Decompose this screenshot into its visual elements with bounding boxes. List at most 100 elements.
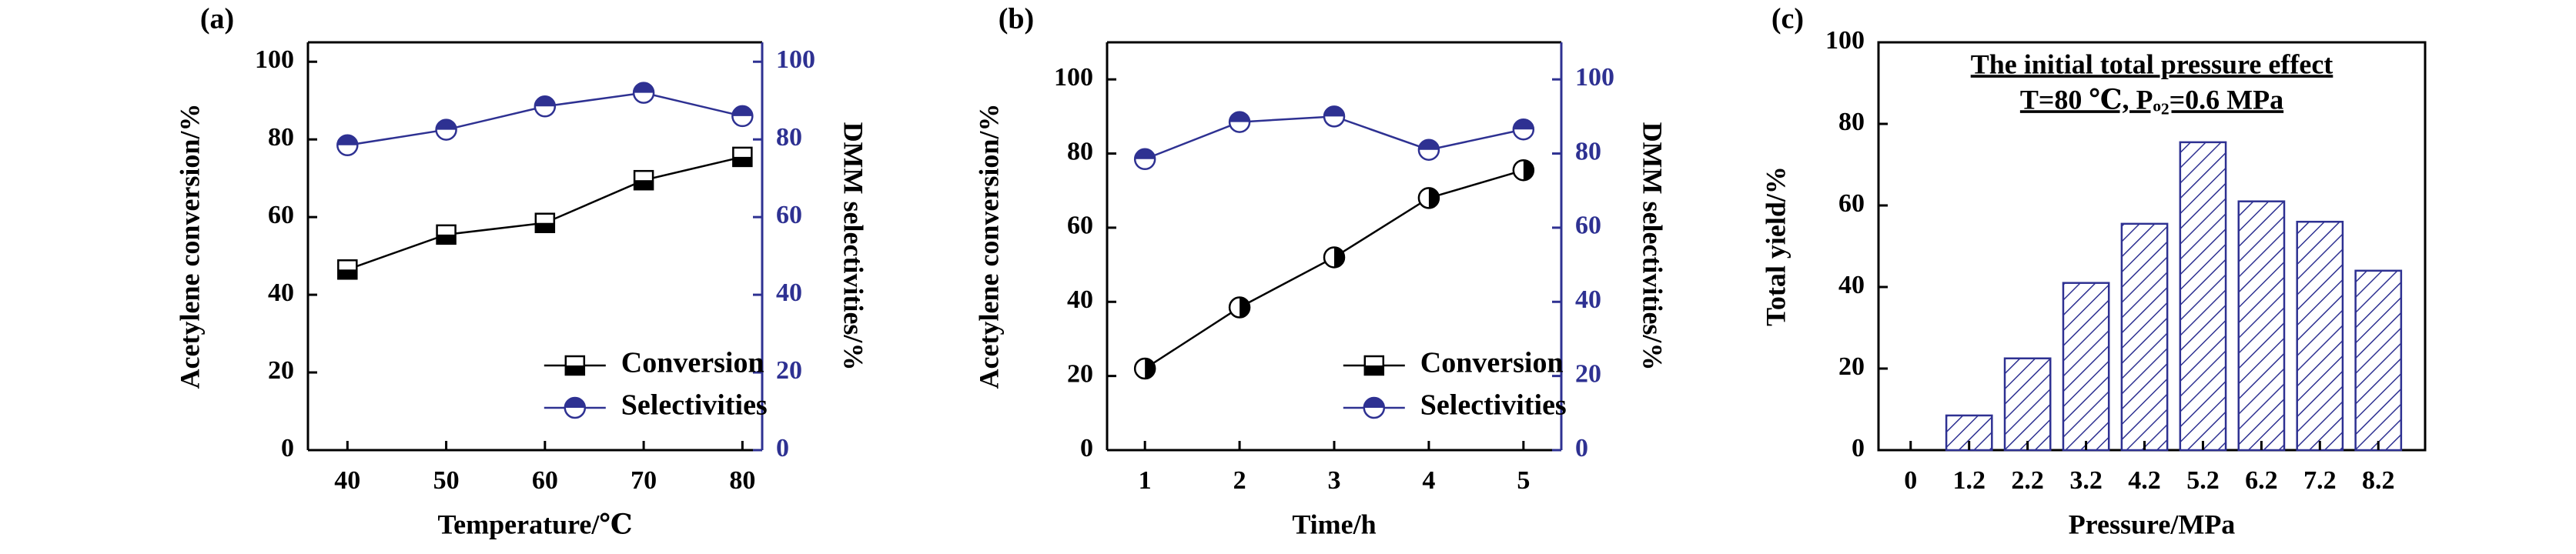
x-tick-label: 0 [1904,466,1917,495]
panel-label: (c) [1771,3,1804,35]
y-tick-label: 0 [281,434,294,462]
x-tick-label: 60 [532,466,558,495]
x-tick-label: 4 [1422,466,1435,495]
legend-marker-fill [1364,365,1383,375]
series-0-point-fill [733,156,752,166]
series-0-point-fill [634,180,654,190]
series-1-point [534,95,557,118]
x-tick-label: 50 [433,466,460,495]
series-1-point [1228,111,1251,133]
x-tick-label: 1 [1139,466,1152,495]
y-tick-label: 0 [1080,434,1093,462]
x-tick-label: 2.2 [2011,466,2044,495]
legend-marker [564,355,586,376]
series-1-point-fill [732,105,753,116]
x-tick-label: 70 [631,466,657,495]
y-axis-label: Acetylene conversion/% [174,104,205,389]
y-tick-label: 100 [1825,26,1865,55]
series-1-point [632,82,655,104]
y-tick-label: 20 [268,356,294,385]
x-axis-label: Pressure/MPa [2069,509,2236,539]
y-tick-label: 40 [1838,271,1865,299]
bar [2062,282,2110,452]
y-tick-label: 60 [268,201,294,229]
y2-tick-label: 0 [1575,434,1588,462]
series-0-point-fill [1523,160,1534,181]
series-1-point [1512,118,1535,141]
y-axis-label: Acetylene conversion/% [973,104,1004,389]
y-tick-label: 80 [1838,108,1865,136]
series-0-point-fill [1145,359,1156,379]
legend-marker-fill [1363,398,1384,408]
series-0-line [1144,169,1524,370]
series-0-point [633,169,654,191]
x-tick-label: 2 [1233,466,1246,495]
series-1-point-fill [1229,112,1250,122]
series-1-point-fill [337,135,358,145]
bar [2296,220,2344,452]
x-tick-label: 5.2 [2186,466,2220,495]
y2-tick-label: 0 [776,434,789,462]
series-0-point-fill [1239,297,1250,318]
y-tick-label: 100 [1054,63,1093,92]
y-tick-label: 100 [255,45,294,74]
y-tick-label: 0 [1852,434,1865,462]
series-0-point [732,146,753,168]
y2-axis-label: DMM selectivities/% [838,122,869,371]
y2-tick-label: 60 [1575,212,1601,240]
series-0-point [1228,296,1251,319]
series-1-point [1133,148,1156,171]
series-0-point [1133,357,1156,380]
panel-a-line-chart: (a) 40 50 60 70 80 0 20 40 60 80 100 0 20 40 60 80 100 Tem… [174,3,868,540]
x-tick-label: 6.2 [2245,466,2278,495]
series-0-point [436,224,457,245]
y-tick-label: 80 [268,123,294,152]
series-1-point [1323,105,1346,128]
panel-label: (a) [200,3,234,35]
y-axis-label: Total yield/% [1760,166,1791,326]
legend-marker [1363,396,1386,419]
x-tick-label: 8.2 [2362,466,2395,495]
series-0-point-fill [338,269,357,279]
bar [2354,269,2403,452]
bar [1945,414,1993,452]
legend-label: Selectivities [1420,389,1567,422]
series-0-point [534,212,556,233]
legend-label: Conversion [1420,347,1564,379]
y-tick-label: 20 [1067,359,1093,388]
series-0-point-fill [535,222,554,232]
series-0-point [337,259,358,280]
panel-c-bar-chart: (c) 0 1.2 2.2 3.2 4.2 5.2 6.2 7.2 8.2 0 20 40 60 80 100… [1760,3,2427,539]
series-1-point [1417,138,1440,161]
chart-subtitle: T=80 ℃, Pₒ₂=0.6 MPa [2020,84,2283,115]
x-tick-label: 5 [1517,466,1530,495]
y2-axis-label: DMM selectivities/% [1638,122,1668,371]
series-1-point-fill [1513,119,1534,130]
y2-tick-label: 80 [776,123,802,152]
x-tick-label: 3.2 [2069,466,2103,495]
y-tick-label: 20 [1838,352,1865,381]
series-1-point [435,118,457,141]
y-tick-label: 40 [1067,285,1093,314]
legend-marker-fill [564,398,585,408]
x-tick-label: 80 [729,466,755,495]
bar [2179,141,2227,452]
series-1-point [731,105,754,128]
series-1-point-fill [1324,106,1344,117]
x-tick-label: 4.2 [2128,466,2161,495]
series-1-point-fill [634,82,654,93]
y2-tick-label: 100 [776,45,815,74]
y-tick-label: 40 [268,279,294,307]
series-1-point-fill [1418,139,1439,150]
x-tick-label: 1.2 [1952,466,1986,495]
y2-tick-label: 40 [1575,285,1601,314]
panel-b-line-chart: (b) 1 2 3 4 5 0 20 40 60 80 100 0 20 40 60 80 100 Time/h Ac… [973,3,1668,540]
series-0-point-fill [437,234,456,244]
bar [2003,357,2052,452]
legend-label: Conversion [621,347,764,379]
legend-label: Selectivities [621,389,768,422]
legend-marker [564,396,587,419]
series-1-point [336,134,359,157]
legend-marker-fill [565,365,584,375]
